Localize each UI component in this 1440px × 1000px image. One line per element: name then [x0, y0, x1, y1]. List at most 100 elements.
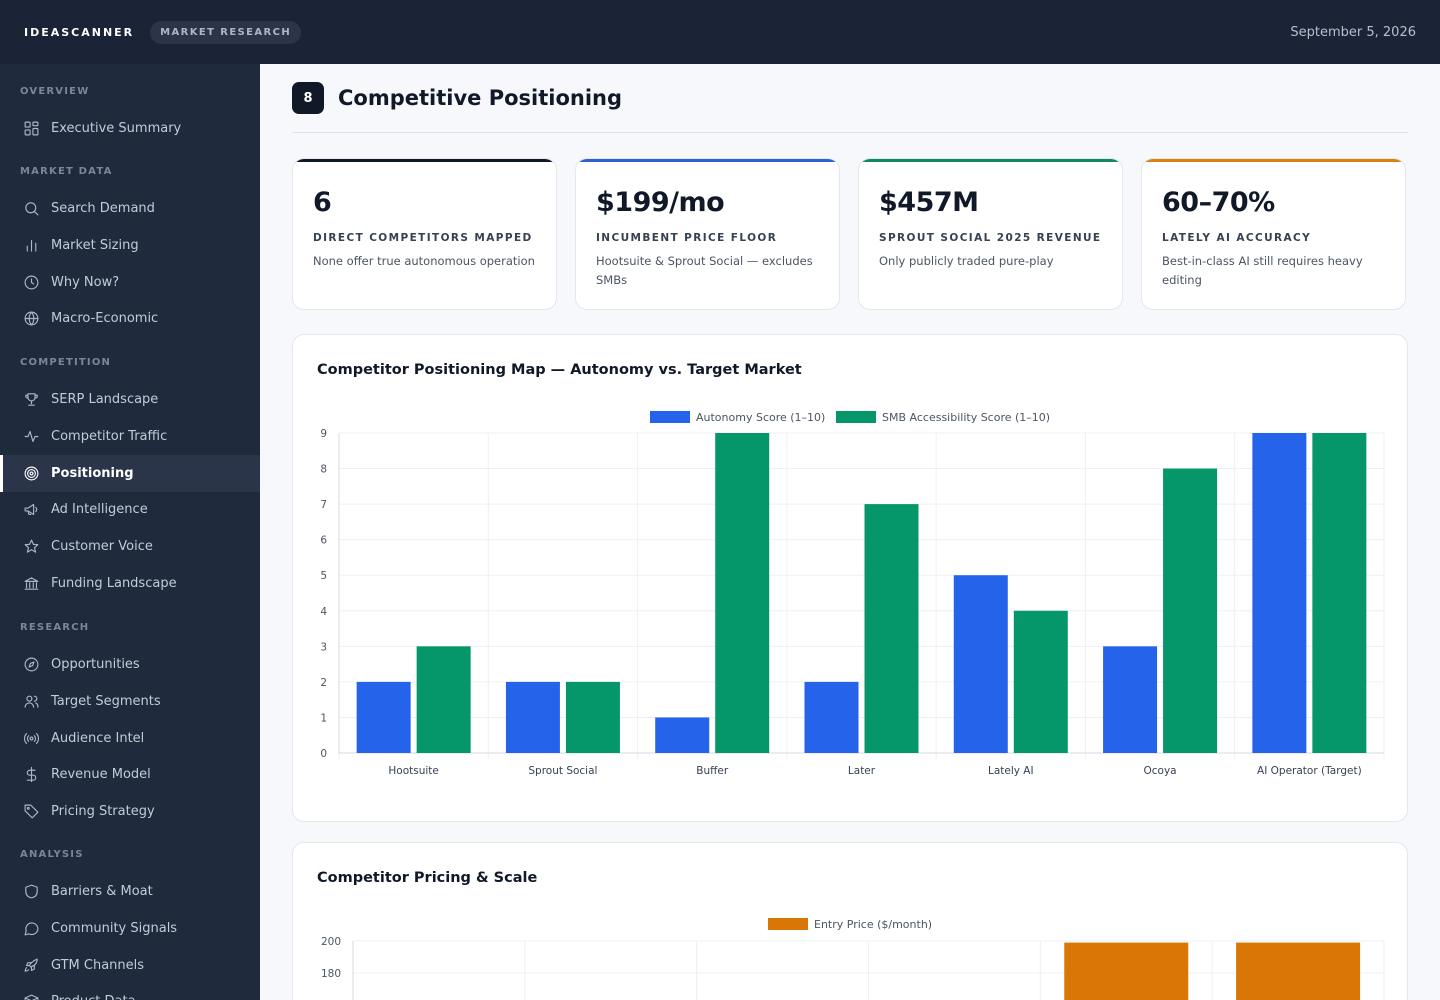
kpi-label: LATELY AI ACCURACY — [1162, 232, 1312, 244]
y-tick-label: 3 — [320, 641, 327, 653]
sidebar-item-product-data[interactable]: Product Data — [0, 983, 260, 1000]
sidebar-item-label: Pricing Strategy — [51, 804, 155, 820]
tag-icon — [22, 803, 40, 821]
sidebar-item-funding-landscape[interactable]: Funding Landscape — [0, 565, 260, 602]
sidebar-item-why-now[interactable]: Why Now? — [0, 264, 260, 301]
y-tick-label: 180 — [321, 968, 341, 980]
sidebar-item-competitor-traffic[interactable]: Competitor Traffic — [0, 418, 260, 455]
sidebar-item-label: Customer Voice — [51, 539, 153, 555]
x-tick-label: Sprout Social — [528, 765, 597, 777]
bar[interactable] — [565, 681, 620, 753]
bar[interactable] — [1103, 646, 1158, 753]
bar[interactable] — [1236, 942, 1361, 1000]
bar[interactable] — [804, 681, 859, 753]
sidebar-item-label: Executive Summary — [51, 121, 182, 136]
kpi-accent-bar — [859, 159, 1122, 162]
bar[interactable] — [1252, 433, 1307, 753]
sidebar-item-label: SERP Landscape — [51, 392, 159, 407]
y-tick-label: 200 — [321, 936, 341, 948]
globe-icon — [22, 310, 40, 328]
kpi-description: Best-in-class AI still requires heavy ed… — [1162, 254, 1363, 287]
y-tick-label: 6 — [320, 535, 327, 547]
sidebar-item-label: Target Segments — [51, 693, 161, 709]
kpi-accent-bar — [293, 159, 556, 162]
sidebar-item-label: Ad Intelligence — [51, 502, 148, 518]
page-title: Competitive Positioning — [338, 86, 623, 110]
sidebar-item-label: Opportunities — [51, 657, 140, 672]
kpi-card: $199/mo INCUMBENT PRICE FLOOR Hootsuite … — [575, 158, 840, 310]
bar[interactable] — [1163, 468, 1218, 753]
y-tick-label: 9 — [320, 428, 327, 440]
sidebar-item-label: Audience Intel — [51, 730, 145, 746]
bar[interactable] — [1013, 610, 1068, 753]
bar[interactable] — [505, 681, 560, 753]
sidebar-item-ad-intelligence[interactable]: Ad Intelligence — [0, 491, 260, 528]
bar[interactable] — [356, 681, 411, 753]
sidebar-item-search-demand[interactable]: Search Demand — [0, 190, 260, 227]
sidebar-item-label: Barriers & Moat — [51, 884, 153, 899]
positioning-chart-card: Competitor Positioning Map — Autonomy vs… — [292, 334, 1408, 822]
nav-group-label: ANALYSIS — [20, 849, 84, 860]
kpi-accent-bar — [1142, 159, 1405, 162]
kpi-label: INCUMBENT PRICE FLOOR — [596, 232, 778, 244]
radio-icon — [22, 729, 40, 747]
main-content: 8 Competitive Positioning 6 DIRECT COMPE… — [260, 64, 1440, 1000]
brand-logo[interactable]: IDEASCANNER — [24, 25, 135, 39]
sidebar-item-positioning[interactable]: Positioning — [0, 454, 260, 492]
section-badge: MARKET RESEARCH — [150, 20, 302, 44]
dollar-icon — [22, 766, 40, 784]
kpi-label: DIRECT COMPETITORS MAPPED — [313, 232, 533, 244]
top-bar: IDEASCANNER MARKET RESEARCH September 5,… — [0, 0, 1440, 64]
sidebar-item-audience-intel[interactable]: Audience Intel — [0, 720, 260, 757]
pricing-chart-title: Competitor Pricing & Scale — [317, 870, 538, 886]
x-tick-label: Buffer — [696, 765, 729, 777]
nav-group-label: COMPETITION — [20, 357, 112, 368]
sidebar-item-label: Why Now? — [51, 274, 120, 290]
sidebar-item-executive-summary[interactable]: Executive Summary — [0, 110, 260, 147]
search-icon — [22, 200, 40, 218]
grid-icon — [22, 120, 40, 138]
kpi-value: $457M — [879, 187, 979, 218]
activity-icon — [22, 427, 40, 445]
sidebar-item-macro-economic[interactable]: Macro-Economic — [0, 300, 260, 337]
kpi-card: 60–70% LATELY AI ACCURACY Best-in-class … — [1141, 158, 1406, 310]
kpi-value: 60–70% — [1162, 187, 1275, 218]
sidebar-item-target-segments[interactable]: Target Segments — [0, 683, 260, 720]
y-tick-label: 1 — [320, 712, 327, 724]
kpi-accent-bar — [576, 159, 839, 162]
y-tick-label: 7 — [320, 499, 327, 511]
sidebar-item-label: Funding Landscape — [51, 576, 177, 591]
bar[interactable] — [864, 504, 919, 753]
bar[interactable] — [1312, 433, 1367, 753]
y-tick-label: 5 — [320, 570, 327, 582]
bar[interactable] — [1064, 942, 1189, 1000]
sidebar-item-community-signals[interactable]: Community Signals — [0, 910, 260, 947]
sidebar-item-opportunities[interactable]: Opportunities — [0, 646, 260, 683]
bar[interactable] — [953, 575, 1008, 753]
shield-icon — [22, 883, 40, 901]
sidebar-item-label: Macro-Economic — [51, 311, 159, 327]
sidebar-item-market-sizing[interactable]: Market Sizing — [0, 227, 260, 264]
box-icon — [22, 993, 40, 1000]
positioning-chart: Autonomy Score (1–10) SMB Accessibility S… — [320, 411, 1385, 777]
sidebar-item-pricing-strategy[interactable]: Pricing Strategy — [0, 793, 260, 830]
sidebar-item-customer-voice[interactable]: Customer Voice — [0, 528, 260, 565]
sidebar-item-label: Search Demand — [51, 201, 155, 216]
y-tick-label: 4 — [320, 606, 327, 618]
sidebar-item-serp-landscape[interactable]: SERP Landscape — [0, 381, 260, 418]
sidebar-item-gtm-channels[interactable]: GTM Channels — [0, 947, 260, 984]
nav-group-label: MARKET DATA — [20, 166, 113, 177]
sidebar-item-barriers-moat[interactable]: Barriers & Moat — [0, 873, 260, 910]
kpi-description: None offer true autonomous operation — [313, 254, 535, 268]
compass-icon — [22, 656, 40, 674]
y-tick-label: 8 — [320, 464, 327, 476]
bar[interactable] — [416, 646, 471, 753]
sidebar-item-revenue-model[interactable]: Revenue Model — [0, 756, 260, 793]
sidebar-item-label: Competitor Traffic — [51, 428, 168, 444]
header-divider — [292, 132, 1408, 133]
bar[interactable] — [715, 433, 770, 753]
legend-swatch — [650, 411, 690, 423]
bar[interactable] — [655, 717, 710, 753]
sidebar: OVERVIEW Executive Summary MARKET DATA S… — [0, 64, 260, 1000]
users-icon — [22, 692, 40, 710]
